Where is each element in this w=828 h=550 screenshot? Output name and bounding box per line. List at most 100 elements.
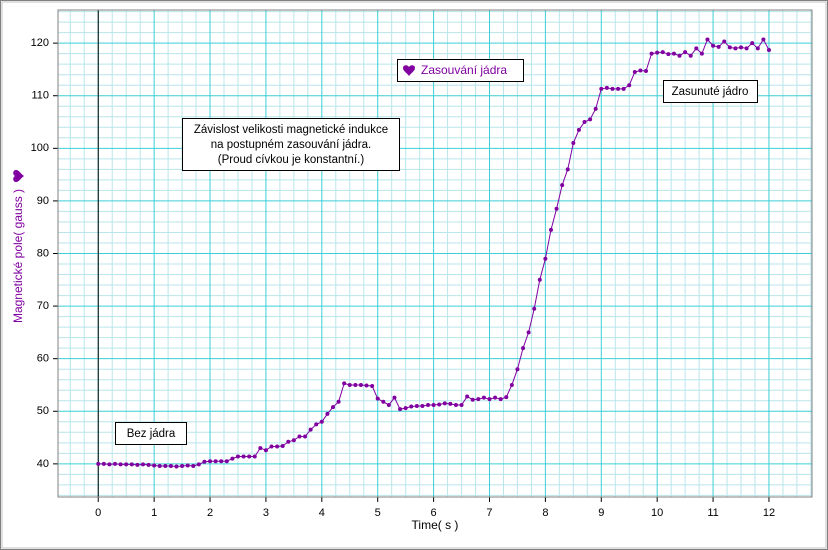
data-point xyxy=(381,399,386,404)
data-point xyxy=(135,462,140,467)
data-point xyxy=(515,367,520,372)
data-point xyxy=(202,459,207,464)
annotation-frame xyxy=(663,80,758,103)
data-point xyxy=(632,70,637,75)
data-point xyxy=(163,463,168,468)
data-point xyxy=(694,46,699,51)
data-point xyxy=(96,461,101,466)
y-tick-label: 80 xyxy=(37,247,49,259)
plot-frame xyxy=(57,9,813,498)
legend-label: Zasouvání jádra xyxy=(421,63,507,77)
data-point xyxy=(230,456,235,461)
data-point xyxy=(744,46,749,51)
data-point xyxy=(465,394,470,399)
data-point xyxy=(610,86,615,91)
data-point xyxy=(375,396,380,401)
data-point xyxy=(208,459,213,464)
data-point xyxy=(683,50,688,55)
data-point xyxy=(347,382,352,387)
x-tick-label: 11 xyxy=(707,507,718,519)
note-box: Závislost velikosti magnetické indukce n… xyxy=(182,118,400,171)
data-point xyxy=(219,459,224,464)
x-tick-label: 5 xyxy=(375,507,381,519)
data-point xyxy=(649,51,654,56)
data-point xyxy=(152,463,157,468)
annotation-frame xyxy=(115,422,187,445)
data-point xyxy=(437,402,442,407)
data-point xyxy=(185,463,190,468)
data-point xyxy=(101,461,106,466)
data-point xyxy=(727,45,732,50)
data-point xyxy=(755,46,760,51)
data-point xyxy=(303,434,308,439)
data-point xyxy=(554,206,559,211)
y-tick-label: 70 xyxy=(37,300,49,312)
annotation: Bez jádra xyxy=(127,428,176,440)
y-tick-label: 120 xyxy=(31,37,49,49)
data-point xyxy=(118,462,123,467)
data-point xyxy=(459,402,464,407)
data-point xyxy=(398,407,403,412)
data-point xyxy=(722,39,727,44)
data-point xyxy=(414,404,419,409)
x-tick-label: 1 xyxy=(151,507,157,519)
data-point xyxy=(509,382,514,387)
data-point xyxy=(571,141,576,146)
legend: Zasouvání jádra xyxy=(397,59,524,82)
y-tick-label: 40 xyxy=(37,458,49,470)
x-tick-label: 8 xyxy=(542,507,548,519)
data-point xyxy=(168,463,173,468)
data-point xyxy=(107,462,112,467)
data-point xyxy=(297,434,302,439)
data-point xyxy=(258,446,263,451)
data-point xyxy=(124,462,129,467)
data-point xyxy=(548,227,553,232)
data-point xyxy=(582,120,587,125)
annotation-box: Bez jádra xyxy=(115,422,187,445)
data-point xyxy=(426,402,431,407)
data-point xyxy=(392,395,397,400)
data-point xyxy=(224,459,229,464)
data-point xyxy=(431,402,436,407)
data-point xyxy=(543,256,548,261)
data-point xyxy=(336,399,341,404)
y-tick-label: 100 xyxy=(31,142,49,154)
data-point xyxy=(342,381,347,386)
data-point xyxy=(157,463,162,468)
data-point xyxy=(247,454,252,459)
data-point xyxy=(638,68,643,73)
data-point xyxy=(588,117,593,122)
x-tick-label: 12 xyxy=(763,507,775,519)
data-point xyxy=(481,395,486,400)
x-tick-label: 0 xyxy=(95,507,101,519)
data-point xyxy=(705,37,710,42)
data-point xyxy=(314,422,319,427)
x-tick-label: 6 xyxy=(431,507,437,519)
y-tick-label: 90 xyxy=(37,195,49,207)
data-point xyxy=(660,50,665,55)
data-point xyxy=(409,404,414,409)
data-point xyxy=(235,454,240,459)
data-point xyxy=(353,382,358,387)
data-point xyxy=(364,383,369,388)
data-point xyxy=(576,127,581,132)
data-point xyxy=(526,330,531,335)
data-point xyxy=(358,382,363,387)
x-tick-label: 3 xyxy=(263,507,269,519)
data-point xyxy=(616,86,621,91)
data-point xyxy=(325,411,330,416)
data-point xyxy=(688,53,693,58)
data-point xyxy=(604,85,609,90)
data-point xyxy=(269,444,274,449)
y-tick-label: 60 xyxy=(37,353,49,365)
note-frame xyxy=(182,118,400,171)
data-point xyxy=(476,397,481,402)
data-point xyxy=(761,37,766,42)
x-axis-label: Time( s ) xyxy=(412,518,459,532)
data-point xyxy=(308,427,313,432)
data-point xyxy=(655,50,660,55)
data-point xyxy=(521,346,526,351)
